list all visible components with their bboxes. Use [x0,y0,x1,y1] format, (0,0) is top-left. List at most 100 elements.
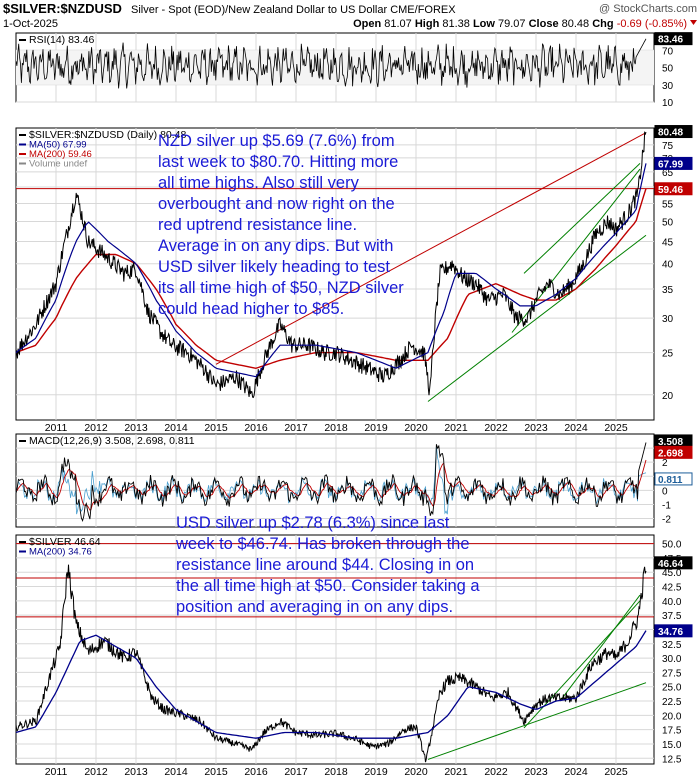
x-tick-label-lower: 2019 [364,766,388,778]
x-tick-label-upper: 2013 [124,422,148,434]
annotation-line: position and averaging in on any dips. [176,598,454,616]
y-tick-label: 17.5 [662,726,682,737]
y-tick-label: 10 [662,98,674,109]
y-tick-label: 32.5 [662,640,682,651]
chart-date: 1-Oct-2025 [3,18,58,30]
x-tick-label-upper: 2022 [484,422,508,434]
macd-panel-frame [15,433,655,528]
usd-price-line [15,564,647,763]
nzd-value-tag: 67.99 [658,159,683,170]
low-value: 79.07 [498,18,526,30]
nzd-ma50-line [15,163,647,378]
nzd-resistance-line [215,132,647,365]
x-tick-label-lower: 2017 [284,766,308,778]
x-tick-label-lower: 2025 [604,766,628,778]
rsi-last-tag: 83.46 [658,35,683,46]
macd-value-tag-bg [654,445,693,459]
y-tick-label: -1 [662,500,671,511]
nzd-value-tag-bg [654,156,693,170]
x-tick-label-lower: 2022 [484,766,508,778]
x-tick-label-upper: 2016 [244,422,268,434]
annotation-line: its all time high of $50, NZD silver [158,279,404,297]
x-tick-label-lower: 2018 [324,766,348,778]
nzd-legend-entry: MA(50) 67.99 [29,140,87,151]
annotation-line: the all time high at $50. Consider takin… [176,577,480,595]
y-tick-label: 37.5 [662,611,682,622]
down-arrow-icon [690,20,697,25]
y-tick-label: 12.5 [662,754,682,765]
macd-value-tag: 0.811 [658,475,683,486]
x-tick-label-upper: 2017 [284,422,308,434]
rsi-band [16,50,654,85]
x-tick-label-lower: 2024 [564,766,588,778]
macd-legend-entry: MACD(12,26,9) 3.508, 2.698, 0.811 [29,435,195,447]
usd-value-tag-bg [654,556,693,570]
y-tick-label: 50 [662,64,674,75]
y-tick-label: 40 [662,260,674,271]
usd-ma200-line [15,630,647,739]
usd-value-tag: 46.64 [658,559,683,570]
annotation-line: last week to $80.70. Hitting more [158,153,399,171]
rsi-line [15,38,647,89]
close-value: 80.48 [562,18,590,30]
annotation-line: all time highs. Also still very [158,174,359,192]
y-tick-label: 25 [662,349,674,360]
open-value: 81.07 [384,18,412,30]
nzd-ma200-line [15,188,647,370]
y-tick-label: 27.5 [662,668,682,679]
annotation-line: resistance line around $44. Closing in o… [176,556,475,574]
close-label: Close [529,18,559,30]
y-tick-label: 20.0 [662,711,682,722]
x-tick-label-upper: 2014 [164,422,188,434]
nzd-channel-line [523,163,641,274]
macd-value-tag: 3.508 [658,437,683,448]
open-label: Open [353,18,381,30]
annotation-line: USD silver likely heading to test [158,258,391,276]
nzd-value-tag-bg [654,125,693,139]
nzd-price-line [15,130,647,399]
x-tick-label-upper: 2015 [204,422,228,434]
y-tick-label: 45 [662,237,674,248]
chg-value: -0.69 (-0.85%) [617,18,687,30]
x-tick-label-upper: 2025 [604,422,628,434]
y-tick-label: 20 [662,391,674,402]
rsi-legend-entry: RSI(14) 83.46 [29,34,95,46]
annotation-line: could head higher to $85. [158,300,345,318]
macd-value-tag: 2.698 [658,448,683,459]
x-tick-label-upper: 2023 [524,422,548,434]
x-tick-label-upper: 2020 [404,422,428,434]
y-tick-label: 50.0 [662,540,682,551]
y-tick-label: 2 [662,458,668,469]
x-tick-label-lower: 2012 [84,766,108,778]
annotation-line: USD silver up $2.78 (6.3%) since last [176,514,450,532]
y-tick-label: 70 [662,46,674,57]
x-tick-label-lower: 2013 [124,766,148,778]
rsi-last-tag-bg [654,32,693,46]
macd-line [15,442,647,523]
y-tick-label: 30.0 [662,654,682,665]
y-tick-label: 22.5 [662,697,682,708]
usd-channel-line [559,594,641,702]
y-tick-label: 0 [662,486,668,497]
usd-legend-entry: MA(200) 34.76 [29,547,92,558]
y-tick-label: 35 [662,285,674,296]
watermark: @ StockCharts.com [599,3,697,15]
usd-value-tag-bg [654,624,693,638]
usd-value-tag: 34.76 [658,627,683,638]
y-tick-label: 42.5 [662,583,682,594]
annotation-line: week to $46.74. Has broken through the [176,535,470,553]
high-label: High [415,18,440,30]
nzd-support-line [427,234,647,402]
y-tick-label: 55 [662,200,674,211]
x-tick-label-lower: 2011 [45,766,68,778]
x-tick-label-lower: 2016 [244,766,268,778]
y-tick-label: 40.0 [662,597,682,608]
y-tick-label: 15.0 [662,740,682,751]
y-tick-label: 75 [662,141,674,152]
usd-legend-entry: $SILVER 46.64 [29,536,101,548]
ohlc-readout: Open 81.07 High 81.38 Low 79.07 Close 80… [353,18,687,30]
nzd-value-tag: 59.46 [658,185,683,196]
annotation-line: Average in on any dips. But with [158,237,394,255]
usd-annotation: USD silver up $2.78 (6.3%) since last we… [176,513,480,618]
x-tick-label-upper: 2012 [84,422,108,434]
